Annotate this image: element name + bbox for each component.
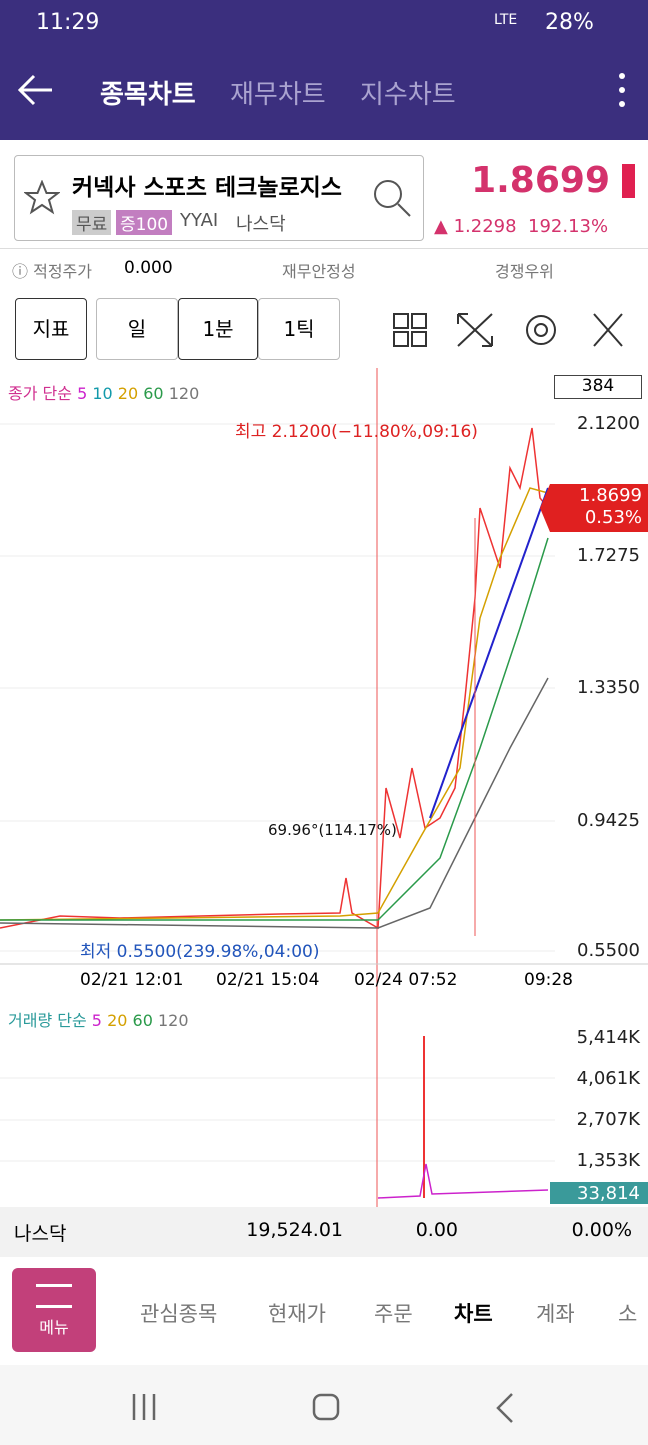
period-button[interactable]: 1분: [178, 298, 258, 360]
current-price-tag: 1.8699 0.53%: [579, 485, 642, 529]
header-bg: [0, 0, 648, 140]
legend-title: 종가 단순: [8, 384, 72, 403]
period-button[interactable]: 1틱: [258, 298, 340, 360]
change-value: 1.2298: [453, 216, 517, 237]
chart-legend: 종가 단순 5 10 20 60 120: [8, 380, 199, 404]
index-change: 0.00: [415, 1219, 458, 1241]
ma: 10: [92, 384, 113, 403]
high-note: 최고 2.1200(−11.80%,09:16): [235, 422, 478, 442]
tab[interactable]: 종목차트: [100, 80, 196, 110]
volume-legend: 거래량 단순 5 20 60 120: [8, 1007, 189, 1031]
candle-count: 384: [554, 375, 642, 399]
fair-price-label: ⓘ 적정주가: [12, 262, 92, 281]
tool-icons[interactable]: [390, 310, 630, 352]
ticker: YYAI: [180, 210, 219, 231]
favorite-star[interactable]: [24, 180, 60, 216]
y-label: 1.3350: [577, 677, 640, 698]
ma: 20: [117, 384, 139, 403]
index-bar: [0, 1207, 648, 1257]
back-button[interactable]: [16, 72, 56, 108]
volume-current: 33,814: [577, 1183, 640, 1204]
y-label: 2.1200: [577, 413, 640, 434]
price-bar: [622, 164, 635, 198]
price: 1.8699: [471, 160, 610, 201]
x-label: 02/21 12:01: [80, 970, 184, 990]
status-battery: 28%: [545, 10, 594, 35]
x-label: 02/21 15:04: [216, 970, 320, 990]
competitive: 경쟁우위: [495, 262, 554, 281]
market: 나스닥: [236, 214, 286, 235]
system-buttons[interactable]: [120, 1390, 530, 1426]
nav-item[interactable]: 소: [618, 1302, 638, 1326]
change: ▲ 1.2298 192.13%: [434, 216, 609, 237]
tab[interactable]: 재무차트: [230, 80, 326, 110]
ma: 60: [132, 1011, 153, 1030]
ma: 120: [157, 1011, 189, 1030]
chart-area: [0, 368, 648, 1208]
divider: [0, 248, 648, 249]
stability: 재무안정성: [282, 262, 356, 281]
volume-y-label: 2,707K: [576, 1109, 640, 1130]
menu-icon: [36, 1284, 72, 1308]
status-time: 11:29: [36, 10, 100, 35]
ma: 20: [107, 1011, 128, 1030]
index-pct: 0.00%: [571, 1219, 632, 1241]
system-nav: [0, 1365, 648, 1445]
label: 적정주가: [33, 262, 92, 281]
y-label: 0.5500: [577, 940, 640, 961]
x-label: 02/24 07:52: [354, 970, 458, 990]
volume-y-label: 5,414K: [576, 1027, 640, 1048]
x-label: 09:28: [524, 970, 573, 990]
low-note: 최저 0.5500(239.98%,04:00): [80, 942, 320, 962]
indicator-button[interactable]: 지표: [15, 298, 87, 360]
fair-price: 0.000: [124, 258, 173, 278]
index-value: 19,524.01: [246, 1219, 343, 1241]
angle-note: 69.96°(114.17%): [268, 821, 397, 839]
search-button[interactable]: [370, 176, 414, 220]
more-button[interactable]: [612, 70, 632, 110]
nav-item[interactable]: 계좌: [536, 1302, 575, 1326]
nav-item[interactable]: 차트: [454, 1302, 493, 1326]
nav-item[interactable]: 관심종목: [140, 1302, 218, 1326]
tag: 증100: [116, 210, 173, 235]
index-name: 나스닥: [14, 1223, 67, 1245]
stock-box[interactable]: [14, 155, 424, 241]
volume-y-label: 1,353K: [576, 1150, 640, 1171]
period-button[interactable]: 일: [96, 298, 178, 360]
y-label: 1.7275: [577, 545, 640, 566]
current-price: 1.8699: [579, 485, 642, 506]
tag: 무료: [72, 210, 112, 235]
nav-item[interactable]: 주문: [374, 1302, 413, 1326]
change-pct: 192.13%: [528, 216, 609, 237]
tab[interactable]: 지수차트: [360, 80, 456, 110]
ma: 60: [143, 384, 164, 403]
ma: 120: [168, 384, 200, 403]
stock-name: 커넥사 스포츠 테크놀로지스: [72, 175, 342, 201]
current-pct: 0.53%: [584, 507, 642, 528]
ma: 5: [77, 384, 88, 403]
nav-item[interactable]: 현재가: [268, 1302, 326, 1326]
legend-title: 거래량 단순: [8, 1011, 87, 1030]
y-label: 0.9425: [577, 810, 640, 831]
volume-y-label: 4,061K: [576, 1068, 640, 1089]
menu-button[interactable]: 메뉴: [12, 1268, 96, 1352]
status-network: LTE: [494, 12, 518, 28]
ma: 5: [91, 1011, 102, 1030]
menu-label: 메뉴: [39, 1318, 69, 1337]
